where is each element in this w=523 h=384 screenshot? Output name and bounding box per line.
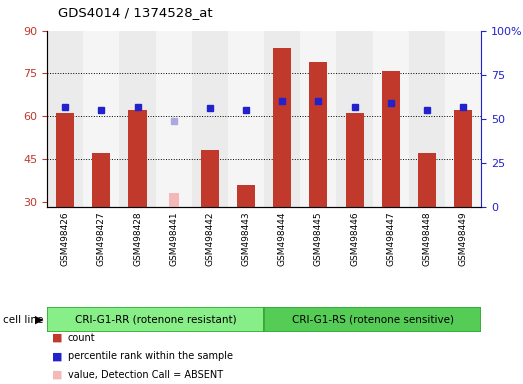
Text: GDS4014 / 1374528_at: GDS4014 / 1374528_at — [58, 6, 212, 19]
Text: GSM498427: GSM498427 — [97, 211, 106, 266]
Bar — [273, 48, 291, 207]
Text: GSM498441: GSM498441 — [169, 211, 178, 266]
Bar — [264, 307, 481, 332]
Bar — [201, 151, 219, 207]
Text: CRI-G1-RS (rotenone sensitive): CRI-G1-RS (rotenone sensitive) — [292, 314, 453, 325]
Text: ▶: ▶ — [35, 314, 43, 325]
Bar — [382, 71, 400, 207]
Bar — [129, 111, 146, 207]
Bar — [336, 31, 372, 207]
Text: GSM498428: GSM498428 — [133, 211, 142, 266]
Text: ■: ■ — [52, 351, 63, 361]
Bar — [264, 31, 300, 207]
Bar — [418, 153, 436, 207]
Bar — [346, 113, 363, 207]
Text: count: count — [68, 333, 96, 343]
Text: GSM498443: GSM498443 — [242, 211, 251, 266]
Bar — [309, 62, 327, 207]
Text: GSM498442: GSM498442 — [206, 211, 214, 266]
Text: GSM498447: GSM498447 — [386, 211, 395, 266]
Bar — [47, 31, 83, 207]
Bar — [156, 31, 192, 207]
Text: cell line: cell line — [3, 314, 43, 325]
Bar — [237, 185, 255, 207]
Bar — [119, 31, 155, 207]
Text: ■: ■ — [52, 333, 63, 343]
Bar — [454, 111, 472, 207]
Bar — [92, 153, 110, 207]
Bar — [372, 31, 409, 207]
Bar — [445, 31, 481, 207]
Bar — [300, 31, 336, 207]
Bar — [192, 31, 228, 207]
Text: GSM498448: GSM498448 — [423, 211, 431, 266]
Text: GSM498446: GSM498446 — [350, 211, 359, 266]
Bar — [169, 193, 179, 207]
Bar — [83, 31, 119, 207]
Text: GSM498449: GSM498449 — [459, 211, 468, 266]
Text: GSM498444: GSM498444 — [278, 211, 287, 266]
Text: GSM498426: GSM498426 — [61, 211, 70, 266]
Text: GSM498445: GSM498445 — [314, 211, 323, 266]
Bar — [47, 307, 264, 332]
Text: ■: ■ — [52, 370, 63, 380]
Text: CRI-G1-RR (rotenone resistant): CRI-G1-RR (rotenone resistant) — [75, 314, 236, 325]
Bar — [228, 31, 264, 207]
Bar — [409, 31, 445, 207]
Bar — [56, 113, 74, 207]
Text: percentile rank within the sample: percentile rank within the sample — [68, 351, 233, 361]
Text: value, Detection Call = ABSENT: value, Detection Call = ABSENT — [68, 370, 223, 380]
